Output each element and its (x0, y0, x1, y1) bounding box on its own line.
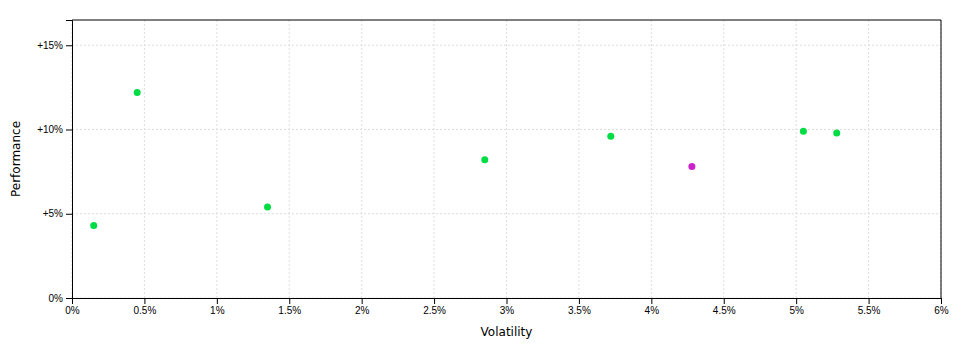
grid-line-x (578, 20, 579, 298)
tick: 3% (500, 298, 515, 316)
tick-mark (869, 298, 870, 304)
plot: 0%0.5%1%1.5%2%2.5%3%3.5%4%4.5%5%5.5%6%0%… (9, 20, 949, 339)
tick: 5% (789, 298, 804, 316)
grid-line-x (434, 20, 435, 298)
tick-mark (724, 298, 725, 304)
tick: 2% (355, 298, 370, 316)
tick-label: 1% (210, 305, 225, 316)
grid-line-x (506, 20, 507, 298)
tick-label: 2% (355, 305, 370, 316)
tick: 4.5% (713, 298, 736, 316)
frame-right (941, 20, 942, 298)
tick-mark (66, 130, 72, 131)
tick-label: 6% (934, 305, 949, 316)
tick-label: 0.5% (134, 305, 157, 316)
grid-line-x (868, 20, 869, 298)
axis-line (66, 21, 73, 299)
tick-mark (796, 298, 797, 304)
x-axis: 0% 0.5% 1% 1.5% 2% 2.5% 3% 3.5% 4% 4.5% 5% 5.5% 6% (65, 298, 949, 316)
tick-label: 3% (500, 305, 515, 316)
point (607, 133, 614, 140)
tick-label: 1.5% (278, 305, 301, 316)
grid-line-x (361, 20, 362, 298)
point (134, 89, 141, 96)
point (264, 204, 271, 211)
point (90, 222, 97, 229)
tick: 2.5% (423, 298, 446, 316)
tick-mark (434, 298, 435, 304)
tick: +15% (37, 40, 72, 51)
tick-mark (66, 298, 72, 299)
tick: 0% (49, 293, 72, 304)
tick-mark (362, 298, 363, 304)
tick-label: 4% (645, 305, 660, 316)
grid-line-x (289, 20, 290, 298)
grid-line-y (72, 213, 941, 214)
point (833, 129, 840, 136)
y-axis: 0% +5% +10% +15% (37, 21, 72, 304)
tick-label: +5% (43, 208, 63, 219)
tick-mark (66, 214, 72, 215)
point (688, 163, 695, 170)
tick-label: 4.5% (713, 305, 736, 316)
tick: 1.5% (278, 298, 301, 316)
tick-mark (579, 298, 580, 304)
tick: 1% (210, 298, 225, 316)
tick-label: 3.5% (568, 305, 591, 316)
grid-line-x (144, 20, 145, 298)
grid-line-x (941, 20, 942, 298)
tick: 0% (65, 298, 80, 316)
grid-line-x (216, 20, 217, 298)
tick-label: 2.5% (423, 305, 446, 316)
tick: 4% (645, 298, 660, 316)
tick-mark (144, 298, 145, 304)
tick-label: +10% (37, 124, 63, 135)
axis-line (73, 299, 942, 305)
tick-label: 5.5% (858, 305, 881, 316)
tick: 6% (934, 298, 949, 316)
tick-label: 0% (65, 305, 80, 316)
x-axis-title: Volatility (481, 325, 533, 339)
tick-mark (651, 298, 652, 304)
points (90, 89, 840, 229)
tick-mark (941, 298, 942, 304)
frame-top (72, 20, 941, 21)
point (481, 156, 488, 163)
grid-line-y (72, 129, 941, 130)
tick: 0.5% (134, 298, 157, 316)
tick-mark (289, 298, 290, 304)
tick: 5.5% (858, 298, 881, 316)
tick: +5% (43, 208, 72, 219)
grid (72, 20, 941, 298)
point (800, 128, 807, 135)
grid-line-x (796, 20, 797, 298)
tick-label: 5% (789, 305, 804, 316)
tick-label: +15% (37, 40, 63, 51)
tick: 3.5% (568, 298, 591, 316)
tick-label: 0% (49, 293, 64, 304)
tick-mark (66, 45, 72, 46)
tick-mark (507, 298, 508, 304)
grid-line-x (651, 20, 652, 298)
grid-line-y (72, 45, 941, 46)
grid-line-x (723, 20, 724, 298)
tick: +10% (37, 124, 72, 135)
y-axis-title: Performance (9, 121, 23, 197)
tick-mark (217, 298, 218, 304)
chart: 0%0.5%1%1.5%2%2.5%3%3.5%4%4.5%5%5.5%6%0%… (0, 0, 966, 350)
